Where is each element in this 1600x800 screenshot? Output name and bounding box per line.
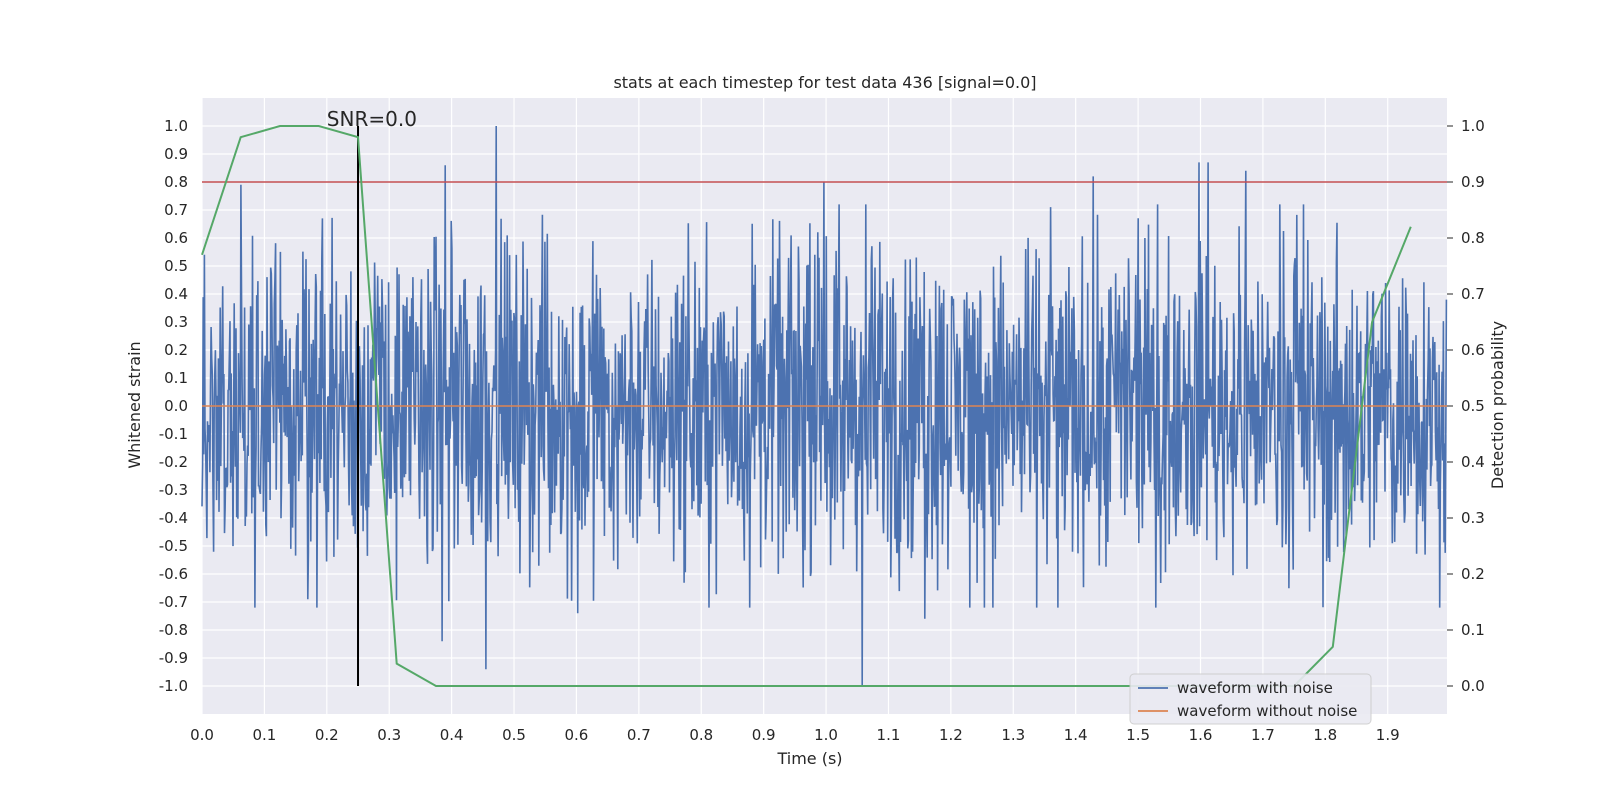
x-tick-label: 1.8: [1313, 726, 1337, 744]
y2-tick-label: 0.4: [1461, 453, 1485, 471]
y-tick-label: -1.0: [159, 677, 188, 695]
x-tick-label: 1.6: [1189, 726, 1213, 744]
x-tick-label: 0.3: [377, 726, 401, 744]
y-tick-labels: 1.0 0.9 0.8 0.7 0.6 0.5 0.4 0.3 0.2 0.1 0.0 -0.1 -0.…: [159, 117, 188, 695]
y2-tick-label: 0.2: [1461, 565, 1485, 583]
series-detection-probability: [201, 125, 1412, 687]
y-tick-label: -0.8: [159, 621, 188, 639]
y-tick-label: -0.9: [159, 649, 188, 667]
x-tick-label: 1.0: [814, 726, 838, 744]
x-tick-label: 0.1: [252, 726, 276, 744]
y-tick-label: -0.5: [159, 537, 188, 555]
x-tick-label: 0.0: [190, 726, 214, 744]
y-tick-label: 0.6: [164, 229, 188, 247]
y-tick-label: 0.1: [164, 369, 188, 387]
y2-tick-label: 0.6: [1461, 341, 1485, 359]
y2-tick-label: 1.0: [1461, 117, 1485, 135]
legend: waveform with noise waveform without nois…: [1129, 673, 1372, 725]
x-tick-label: 1.1: [877, 726, 901, 744]
y2-axis-label: Detection probability: [1488, 321, 1507, 489]
x-tick-label: 0.7: [627, 726, 651, 744]
x-tick-label: 1.3: [1001, 726, 1025, 744]
y-tick-label: -0.2: [159, 453, 188, 471]
y-tick-label: 0.3: [164, 313, 188, 331]
x-tick-label: 1.4: [1064, 726, 1088, 744]
chart-title: stats at each timestep for test data 436…: [613, 73, 1036, 92]
y2-tick-label: 0.8: [1461, 229, 1485, 247]
y2-tick-label: 0.9: [1461, 173, 1485, 191]
x-tick-label: 0.9: [752, 726, 776, 744]
y-tick-label: 0.4: [164, 285, 188, 303]
probability-line: [201, 125, 1412, 687]
x-tick-label: 0.5: [502, 726, 526, 744]
x-tick-label: 1.9: [1376, 726, 1400, 744]
y-tick-label: -0.1: [159, 425, 188, 443]
legend-box: [1129, 673, 1372, 725]
y-tick-label: 0.2: [164, 341, 188, 359]
x-tick-label: 1.2: [939, 726, 963, 744]
y-tick-label: -0.6: [159, 565, 188, 583]
y2-tick-label: 0.7: [1461, 285, 1485, 303]
y-tick-label: 0.9: [164, 145, 188, 163]
x-tick-label: 1.5: [1126, 726, 1150, 744]
x-tick-labels: 0.0 0.1 0.2 0.3 0.4 0.5 0.6 0.7 0.8 0.9 1.0 1.1 1.2 1…: [190, 726, 1400, 744]
y-tick-label: -0.4: [159, 509, 188, 527]
x-tick-label: 0.4: [440, 726, 464, 744]
series-waveform-with-noise: [201, 125, 1448, 687]
y-tick-label: -0.3: [159, 481, 188, 499]
y-tick-label: 0.7: [164, 201, 188, 219]
x-tick-label: 0.8: [689, 726, 713, 744]
y2-tick-label: 0.1: [1461, 621, 1485, 639]
noise-line: [201, 125, 1448, 687]
y2-tick-label: 0.0: [1461, 677, 1485, 695]
snr-annotation: SNR=0.0: [327, 107, 417, 131]
x-tick-label: 0.2: [315, 726, 339, 744]
y2-tick-labels: 1.0 0.9 0.8 0.7 0.6 0.5 0.4 0.3 0.2 0.1 0.0: [1447, 117, 1485, 695]
y-tick-label: 1.0: [164, 117, 188, 135]
y-axis-label: Whitened strain: [125, 341, 144, 468]
legend-entry: waveform with noise: [1177, 679, 1333, 697]
y2-tick-label: 0.5: [1461, 397, 1485, 415]
x-axis-label: Time (s): [776, 749, 842, 768]
x-tick-label: 1.7: [1251, 726, 1275, 744]
x-tick-label: 0.6: [565, 726, 589, 744]
legend-entry: waveform without noise: [1177, 702, 1357, 720]
y-tick-label: -0.7: [159, 593, 188, 611]
y-tick-label: 0.5: [164, 257, 188, 275]
y-tick-label: 0.0: [164, 397, 188, 415]
y2-tick-label: 0.3: [1461, 509, 1485, 527]
y-tick-label: 0.8: [164, 173, 188, 191]
